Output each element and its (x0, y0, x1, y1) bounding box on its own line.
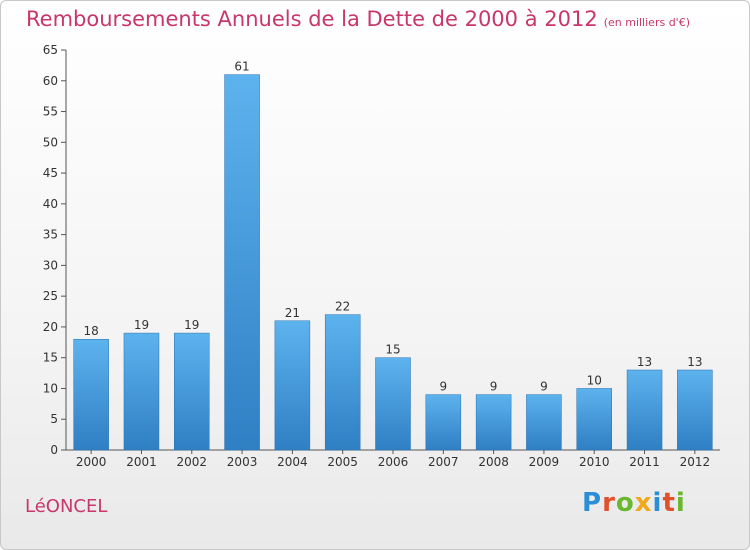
bar-2012 (677, 369, 713, 451)
bar-2005 (324, 314, 361, 451)
bar-value-label: 21 (285, 306, 300, 320)
title-unit: (en milliers d'€) (603, 16, 690, 29)
x-tick-label: 2011 (629, 455, 660, 469)
bar-value-label: 19 (184, 318, 199, 332)
bar-value-label: 13 (687, 355, 702, 369)
bar-2002 (174, 332, 210, 451)
commune-name: LéONCEL (25, 496, 108, 517)
x-tick-label: 2007 (428, 455, 459, 469)
bar-2000 (73, 338, 109, 451)
bar-value-label: 9 (490, 380, 498, 394)
bar-2008 (475, 394, 512, 451)
x-tick-label: 2003 (227, 455, 258, 469)
bar-2010 (576, 388, 612, 451)
y-tick-label: 30 (43, 258, 58, 272)
y-tick-label: 25 (43, 289, 58, 303)
bar-2004 (274, 320, 311, 451)
y-tick-label: 60 (43, 74, 58, 88)
x-tick-label: 2012 (680, 455, 711, 469)
bar-2006 (375, 357, 411, 451)
x-tick-label: 2009 (529, 455, 560, 469)
y-tick-label: 45 (43, 166, 58, 180)
bar-2007 (425, 394, 462, 451)
logo-letter: i (675, 488, 686, 518)
bar-value-label: 9 (439, 380, 447, 394)
logo-letter: x (634, 488, 653, 518)
bar-2001 (123, 332, 160, 451)
title-text: Remboursements Annuels de la Dette de 20… (26, 7, 598, 31)
x-tick-label: 2004 (277, 455, 308, 469)
logo-letter: P (582, 488, 603, 518)
y-tick-label: 65 (43, 43, 58, 57)
bar-value-label: 10 (587, 373, 602, 387)
y-tick-label: 35 (43, 228, 58, 242)
y-tick-label: 50 (43, 135, 58, 149)
y-tick-label: 5 (50, 412, 58, 426)
y-tick-label: 10 (43, 381, 58, 395)
x-tick-label: 2010 (579, 455, 610, 469)
x-tick-label: 2001 (126, 455, 157, 469)
x-tick-label: 2000 (76, 455, 107, 469)
bar-value-label: 19 (134, 318, 149, 332)
x-tick-label: 2008 (478, 455, 509, 469)
logo-letter: t (662, 488, 676, 518)
logo-letter: o (615, 488, 635, 518)
y-tick-label: 55 (43, 105, 58, 119)
y-tick-label: 20 (43, 320, 58, 334)
y-tick-label: 15 (43, 351, 58, 365)
x-tick-label: 2006 (378, 455, 409, 469)
proxiti-logo: Proxiti (582, 488, 686, 518)
logo-letter: i (652, 488, 663, 518)
y-tick-label: 40 (43, 197, 58, 211)
y-tick-label: 0 (50, 443, 58, 457)
x-tick-label: 2005 (327, 455, 358, 469)
bar-2003 (224, 74, 260, 451)
x-tick-label: 2002 (176, 455, 207, 469)
bar-2009 (526, 394, 562, 451)
bar-2011 (626, 369, 663, 451)
bar-value-label: 13 (637, 355, 652, 369)
logo-letter: r (602, 488, 616, 518)
bar-value-label: 22 (335, 300, 350, 314)
bar-value-label: 9 (540, 380, 548, 394)
bar-value-label: 18 (84, 324, 99, 338)
bar-value-label: 61 (234, 60, 249, 74)
bar-value-label: 15 (385, 343, 400, 357)
chart-title: Remboursements Annuels de la Dette de 20… (26, 7, 690, 31)
